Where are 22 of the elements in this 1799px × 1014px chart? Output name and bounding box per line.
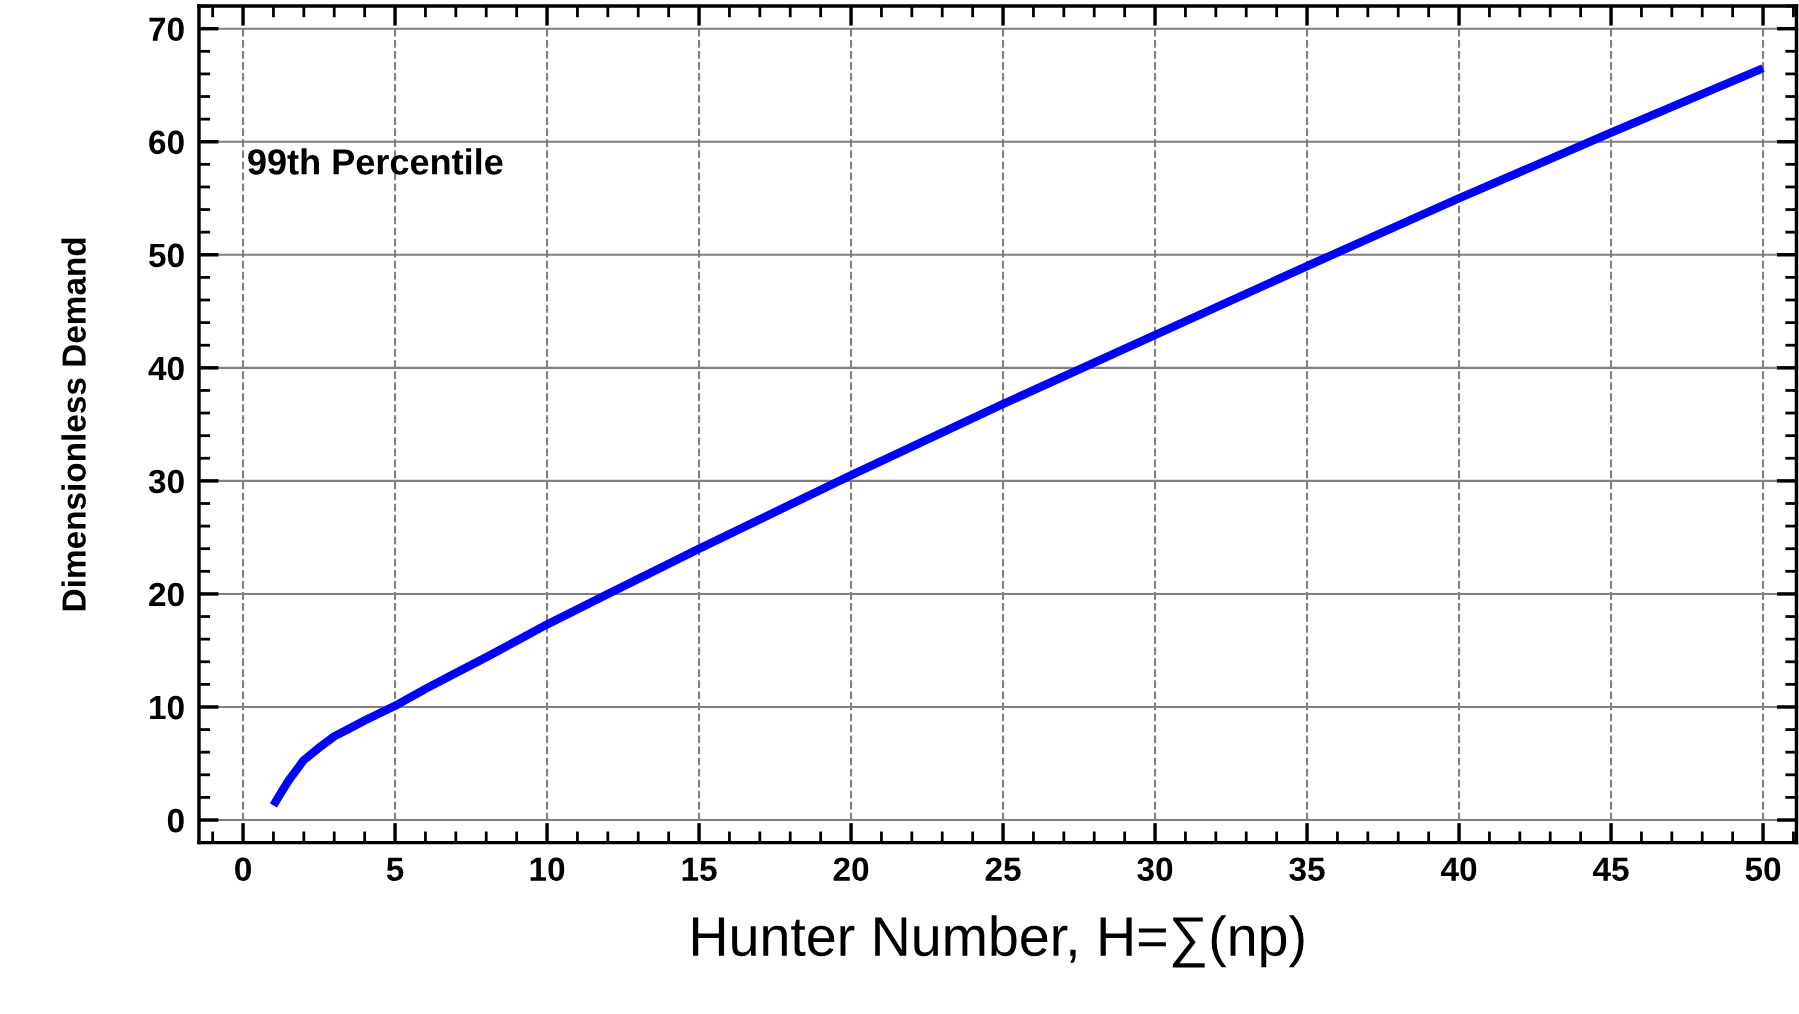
x-tick-label: 20 <box>833 857 869 882</box>
x-tick-label: 45 <box>1593 857 1629 882</box>
y-tick-label: 0 <box>167 808 184 833</box>
y-tick-label: 50 <box>149 243 184 268</box>
x-tick-label: 5 <box>386 857 404 882</box>
y-tick-label: 70 <box>149 17 184 42</box>
x-tick-label: 15 <box>682 857 717 882</box>
y-tick-label: 20 <box>149 582 184 607</box>
y-tick-label: 30 <box>148 469 184 494</box>
y-axis-title: Dimensionless Demand <box>61 238 86 611</box>
x-axis-title: Hunter Number, H=∑(np) <box>693 915 1304 968</box>
x-tick-label: 0 <box>235 857 251 882</box>
annotation: 99th Percentile <box>248 148 503 175</box>
y-tick-label: 60 <box>149 130 184 155</box>
x-tick-label: 35 <box>1289 857 1325 882</box>
x-tick-label: 25 <box>985 857 1021 882</box>
x-tick-label: 30 <box>1137 857 1173 882</box>
x-tick-label: 50 <box>1745 857 1781 882</box>
y-tick-label: 10 <box>150 695 184 720</box>
x-tick-label: 10 <box>530 857 565 882</box>
y-tick-label: 40 <box>148 356 184 381</box>
x-tick-label: 40 <box>1441 857 1477 882</box>
